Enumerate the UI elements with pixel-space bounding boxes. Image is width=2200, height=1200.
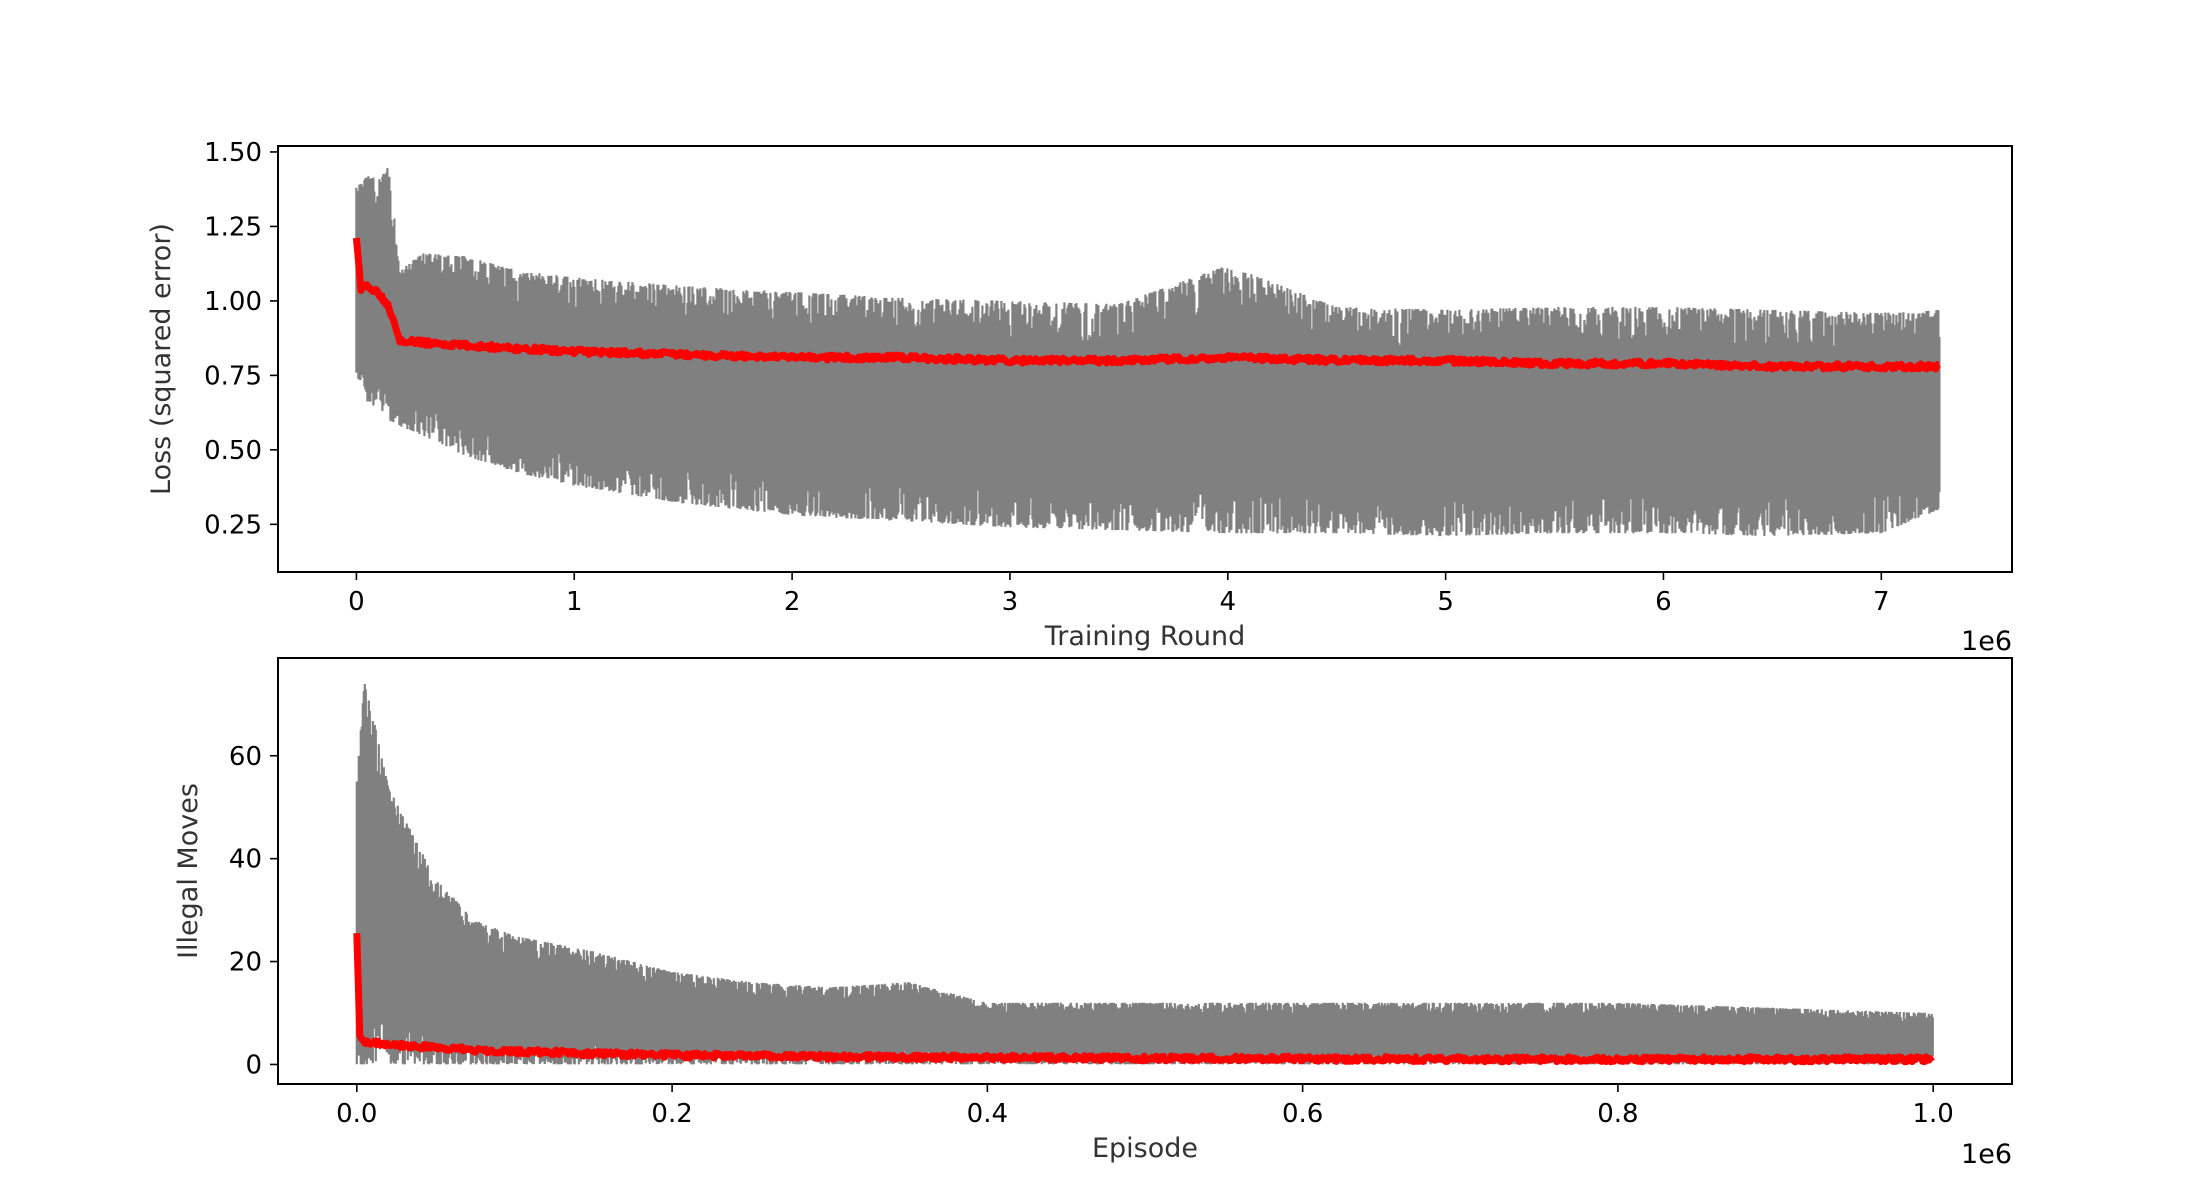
x-tick-label: 1 [566, 587, 583, 617]
illegal-moves-x-ticks: 0.0 0.2 0.4 0.6 0.8 1.0 [336, 1084, 1954, 1129]
illegal-moves-y-ticks: 0 20 40 60 [229, 742, 278, 1080]
y-tick-label: 60 [229, 742, 262, 772]
x-tick-label: 0.4 [967, 1099, 1008, 1129]
illegal-moves-raw-series [355, 684, 1934, 1065]
x-tick-label: 7 [1873, 587, 1890, 617]
x-tick-label: 1.0 [1913, 1099, 1954, 1129]
illegal-moves-chart: 0.0 0.2 0.4 0.6 0.8 1.0 0 20 40 60 Episode Illeg… [173, 657, 2013, 1170]
x-tick-label: 4 [1220, 587, 1237, 617]
y-tick-label: 1.25 [204, 212, 262, 242]
illegal-moves-plot-frame [277, 657, 2013, 1085]
x-tick-label: 0.6 [1282, 1099, 1323, 1129]
x-tick-label: 0.2 [651, 1099, 692, 1129]
loss-chart: 0 1 2 3 4 5 6 7 0.25 0.50 0.75 1.00 1.25 1.50 Traini… [146, 138, 2013, 657]
y-tick-label: 0.50 [204, 436, 262, 466]
loss-series-layer [352, 168, 1941, 537]
x-tick-label: 5 [1437, 587, 1454, 617]
loss-raw-series [355, 168, 1941, 537]
loss-plot-frame [277, 145, 2013, 573]
x-tick-label: 0.0 [336, 1099, 377, 1129]
illegal-moves-x-axis-label: Episode [1092, 1133, 1198, 1164]
y-tick-label: 0 [245, 1050, 262, 1080]
y-tick-label: 0.75 [204, 361, 262, 391]
loss-smoothed-series [352, 237, 1941, 373]
y-tick-label: 1.00 [204, 287, 262, 317]
illegal-moves-x-offset-label: 1e6 [1961, 1139, 2012, 1170]
y-tick-label: 20 [229, 948, 262, 978]
x-tick-label: 0 [348, 587, 365, 617]
illegal-moves-y-axis-label: Illegal Moves [173, 783, 204, 959]
illegal-moves-smoothed-series [353, 933, 1935, 1066]
x-tick-label: 2 [784, 587, 801, 617]
y-tick-label: 40 [229, 845, 262, 875]
loss-x-axis-label: Training Round [1044, 621, 1246, 652]
loss-x-offset-label: 1e6 [1961, 626, 2012, 657]
x-tick-label: 6 [1655, 587, 1672, 617]
x-tick-label: 3 [1002, 587, 1019, 617]
y-tick-label: 1.50 [204, 138, 262, 168]
loss-y-axis-label: Loss (squared error) [146, 223, 177, 495]
loss-y-ticks: 0.25 0.50 0.75 1.00 1.25 1.50 [204, 138, 278, 540]
illegal-moves-series-layer [353, 684, 1935, 1066]
loss-x-ticks: 0 1 2 3 4 5 6 7 [348, 572, 1890, 617]
x-tick-label: 0.8 [1597, 1099, 1638, 1129]
y-tick-label: 0.25 [204, 510, 262, 540]
